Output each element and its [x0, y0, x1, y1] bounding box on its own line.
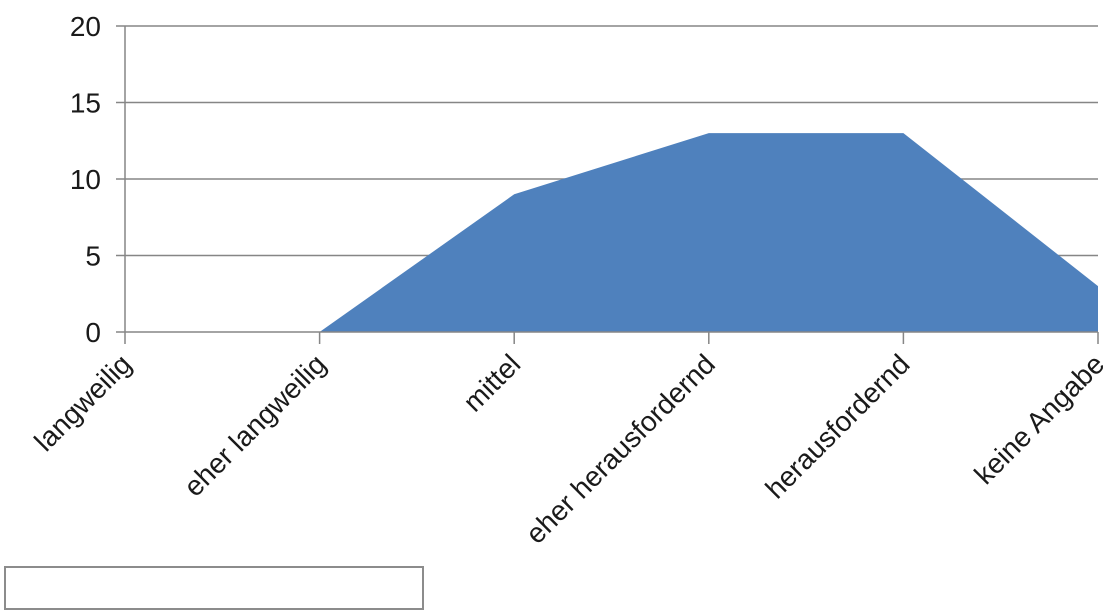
x-tick-label-3: eher herausfordernd — [520, 348, 721, 549]
area-chart: 0 5 10 15 20 langweilig eher langweilig mittel… — [28, 11, 1107, 550]
x-tick-label-5: keine Angabe — [968, 348, 1107, 490]
y-tick-label-15: 15 — [70, 88, 101, 119]
y-axis-tick-labels: 0 5 10 15 20 — [70, 11, 101, 348]
y-tick-label-10: 10 — [70, 164, 101, 195]
y-tick-label-5: 5 — [85, 241, 101, 272]
legend-box — [4, 566, 424, 610]
x-tick-label-1: eher langweilig — [178, 348, 332, 502]
axes — [124, 26, 1099, 344]
area-series — [125, 133, 1098, 332]
area-layer — [125, 133, 1098, 332]
x-tick-label-4: herausfordernd — [759, 348, 915, 504]
x-tick-label-0: langweilig — [28, 348, 137, 457]
y-tick-label-20: 20 — [70, 11, 101, 42]
x-tick-label-2: mittel — [457, 348, 526, 417]
y-tick-label-0: 0 — [85, 317, 101, 348]
